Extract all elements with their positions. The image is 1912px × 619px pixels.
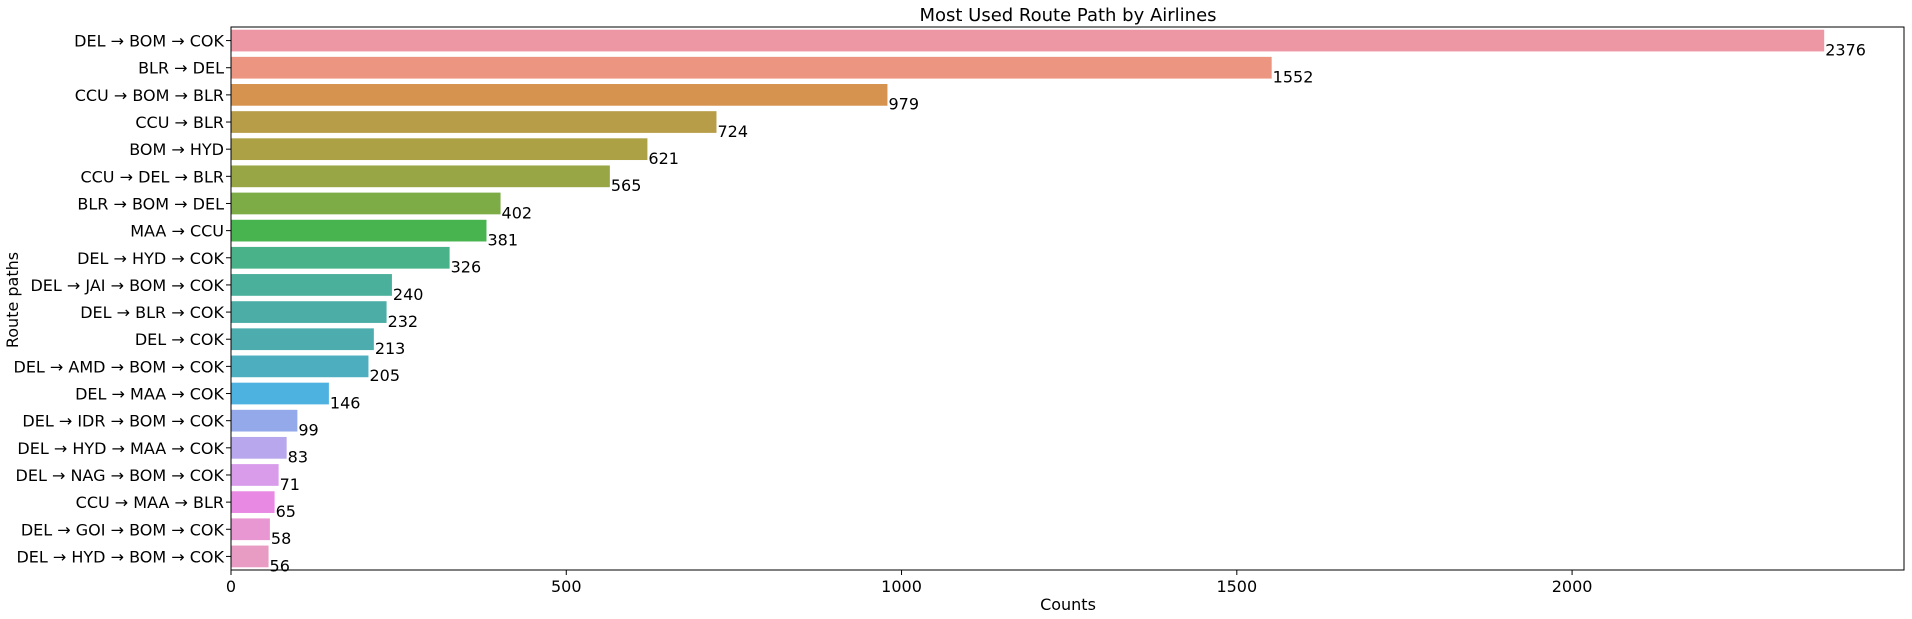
y-tick-label: DEL → IDR → BOM → COK [22, 412, 224, 431]
data-label: 99 [298, 421, 318, 440]
x-tick-label: 500 [551, 577, 582, 596]
bar [231, 138, 648, 161]
bar [231, 436, 287, 459]
y-tick-label: DEL → GOI → BOM → COK [21, 520, 225, 539]
bar [231, 464, 279, 486]
y-tick-label: CCU → BLR [135, 113, 224, 132]
y-tick-label: DEL → MAA → COK [75, 385, 224, 404]
bar [231, 355, 369, 378]
y-axis-title: Route paths [3, 252, 22, 348]
y-tick-label: DEL → BOM → COK [74, 32, 224, 51]
bar [231, 84, 888, 106]
data-label: 213 [375, 339, 406, 358]
y-tick-label: DEL → HYD → COK [77, 249, 224, 268]
data-label: 565 [611, 176, 642, 195]
y-tick-label: BLR → DEL [138, 59, 224, 78]
data-label: 83 [288, 448, 308, 467]
bar [231, 518, 270, 541]
data-label: 402 [502, 203, 533, 222]
data-label: 56 [270, 556, 290, 575]
data-label: 65 [276, 502, 296, 521]
data-label: 621 [648, 149, 679, 168]
x-axis-title: Counts [1040, 595, 1096, 614]
x-tick-label: 1500 [1216, 577, 1257, 596]
y-tick-label: DEL → AMD → BOM → COK [14, 357, 225, 376]
data-label: 326 [451, 258, 482, 277]
x-tick-label: 1000 [881, 577, 922, 596]
y-axis-ticks: DEL → BOM → COK BLR → DEL CCU → BOM → BLR C… [14, 32, 231, 566]
y-tick-label: DEL → NAG → BOM → COK [16, 466, 225, 485]
data-labels-group: 2376 1552 979 724 621 565 402 381 326 240 232 213 20… [270, 40, 1866, 575]
data-label: 146 [330, 393, 361, 412]
bar [231, 301, 387, 323]
data-label: 71 [280, 475, 300, 494]
bar [231, 328, 374, 351]
data-label: 240 [393, 285, 424, 304]
y-tick-label: BLR → BOM → DEL [77, 194, 224, 213]
data-label: 58 [271, 529, 291, 548]
x-tick-label: 2000 [1552, 577, 1593, 596]
y-tick-label: CCU → MAA → BLR [76, 493, 224, 512]
bar [231, 491, 275, 513]
bar [231, 29, 1825, 52]
x-axis-ticks: 0 500 1000 1500 2000 [226, 570, 1593, 596]
bar [231, 274, 392, 296]
y-tick-label: MAA → CCU [130, 222, 224, 241]
data-label: 2376 [1825, 40, 1866, 59]
bar [231, 219, 487, 242]
y-tick-label: DEL → HYD → BOM → COK [16, 547, 224, 566]
y-tick-label: DEL → JAI → BOM → COK [30, 276, 224, 295]
bar [231, 246, 450, 269]
y-tick-label: DEL → BLR → COK [80, 303, 224, 322]
bar [231, 192, 501, 215]
chart-title: Most Used Route Path by Airlines [919, 5, 1216, 26]
y-tick-label: DEL → HYD → MAA → COK [17, 439, 224, 458]
data-label: 1552 [1273, 68, 1314, 87]
plot-frame [230, 26, 1905, 571]
data-label: 979 [888, 95, 919, 114]
data-label: 724 [717, 122, 748, 141]
y-tick-label: CCU → BOM → BLR [75, 86, 224, 105]
bar [231, 409, 298, 432]
bar [231, 111, 717, 133]
y-tick-label: BOM → HYD [129, 140, 224, 159]
x-tick-label: 0 [226, 577, 236, 596]
data-label: 205 [369, 366, 400, 385]
bar [231, 545, 269, 568]
data-label: 381 [487, 230, 518, 249]
bar [231, 382, 329, 405]
bars-group [231, 29, 1825, 568]
data-label: 232 [388, 312, 419, 331]
y-tick-label: CCU → DEL → BLR [80, 167, 224, 186]
y-tick-label: DEL → COK [135, 330, 225, 349]
bar [231, 56, 1272, 79]
bar [231, 165, 610, 188]
